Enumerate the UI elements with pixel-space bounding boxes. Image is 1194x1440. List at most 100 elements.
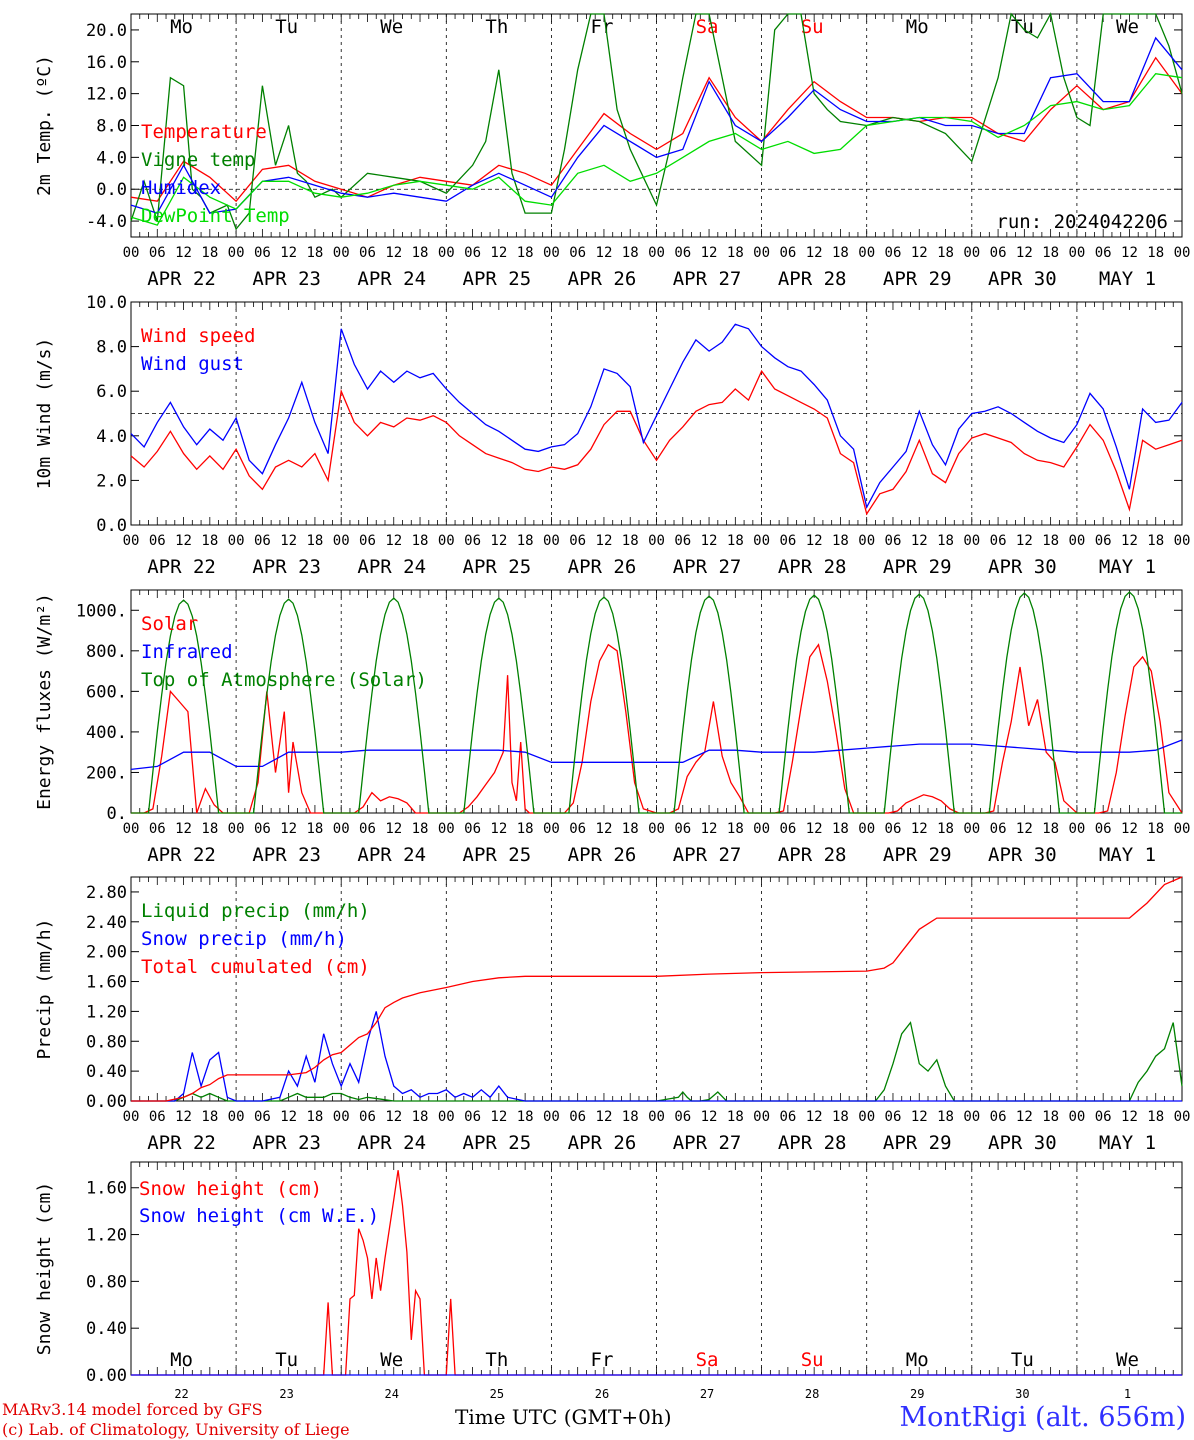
weekday-label: Th [485, 1349, 508, 1371]
y-tick-label: 0.00 [86, 1366, 127, 1386]
hour-tick-label: 18 [727, 245, 744, 261]
date-label: APR 29 [883, 556, 952, 578]
date-label: APR 23 [252, 556, 321, 578]
legend-entry: Snow height (cm) [139, 1178, 322, 1200]
hour-tick-label: 12 [1121, 821, 1138, 837]
time-axis-label: Time UTC (GMT+0h) [455, 1405, 672, 1429]
y-tick-label: 1.20 [86, 1002, 127, 1022]
hour-tick-label: 06 [149, 533, 166, 549]
date-label: MAY 1 [1099, 844, 1156, 866]
hour-tick-label: 06 [674, 245, 691, 261]
legend-entry: Infrared [141, 641, 233, 663]
hour-tick-label: 00 [753, 245, 770, 261]
date-label: APR 23 [252, 1132, 321, 1154]
date-label: MAY 1 [1099, 556, 1156, 578]
date-label: APR 28 [778, 844, 847, 866]
y-tick-label: 4.0 [96, 148, 127, 168]
weekday-label: Sa [696, 1349, 719, 1371]
y-tick-label: 2.80 [86, 883, 127, 903]
hour-tick-label: 06 [779, 245, 796, 261]
hour-tick-label: 06 [779, 821, 796, 837]
hour-tick-label: 00 [543, 533, 560, 549]
weekday-label: Th [485, 16, 508, 38]
y-tick-label: 12.0 [86, 85, 127, 105]
legend-entry: Solar [141, 613, 198, 635]
legend-entry: Wind speed [141, 325, 255, 347]
hour-tick-label: 00 [123, 1109, 140, 1125]
hour-tick-label: 00 [123, 245, 140, 261]
legend-entry: Vigne temp [141, 149, 255, 171]
hour-tick-label: 06 [885, 1109, 902, 1125]
hour-tick-label: 18 [1147, 533, 1164, 549]
legend-entry: Liquid precip (mm/h) [141, 900, 370, 922]
series-line-vigne-temp [130, 12, 1183, 231]
hour-tick-label: 00 [858, 821, 875, 837]
date-label: APR 29 [883, 844, 952, 866]
hour-tick-label: 18 [622, 245, 639, 261]
hour-tick-label: 12 [1016, 533, 1033, 549]
hour-tick-label: 12 [596, 245, 613, 261]
legend-entry: Wind gust [141, 353, 244, 375]
hour-tick-label: 06 [254, 533, 271, 549]
hour-tick-label: 06 [359, 245, 376, 261]
hour-tick-label: 00 [228, 533, 245, 549]
hour-tick-label: 06 [1095, 1109, 1112, 1125]
y-tick-label: 0.80 [86, 1272, 127, 1292]
hour-tick-label: 12 [806, 1109, 823, 1125]
date-label: APR 25 [463, 556, 532, 578]
hour-tick-label: 18 [201, 1109, 218, 1125]
hour-tick-label: 00 [228, 1109, 245, 1125]
date-label: APR 30 [988, 268, 1057, 290]
series-line-wind-gust [130, 323, 1183, 510]
y-tick-label: 8.0 [96, 338, 127, 358]
day-number-label: 30 [1015, 1387, 1029, 1401]
hour-tick-label: 06 [1095, 245, 1112, 261]
legend-entry: Humidex [141, 177, 221, 199]
hour-tick-label: 18 [727, 821, 744, 837]
hour-tick-label: 12 [175, 245, 192, 261]
hour-tick-label: 18 [201, 533, 218, 549]
hour-tick-label: 18 [306, 245, 323, 261]
hour-tick-label: 06 [359, 1109, 376, 1125]
hour-tick-label: 18 [1147, 245, 1164, 261]
y-tick-label: 1.20 [86, 1226, 127, 1246]
hour-tick-label: 06 [254, 821, 271, 837]
series-line-top-of-atmosphere-solar [131, 591, 1182, 814]
hour-tick-label: 00 [648, 245, 665, 261]
hour-tick-label: 12 [175, 1109, 192, 1125]
hour-tick-label: 06 [464, 1109, 481, 1125]
y-tick-label: 0.80 [86, 1032, 127, 1052]
weekday-label: We [1116, 1349, 1139, 1371]
hour-tick-label: 12 [701, 1109, 718, 1125]
y-tick-label: 0.40 [86, 1319, 127, 1339]
date-label: APR 29 [883, 268, 952, 290]
hour-tick-label: 12 [596, 821, 613, 837]
hour-tick-label: 00 [438, 1109, 455, 1125]
hour-tick-label: 00 [858, 533, 875, 549]
hour-tick-label: 00 [753, 821, 770, 837]
station-label: MontRigi (alt. 656m) [899, 1402, 1186, 1433]
hour-tick-label: 06 [149, 1109, 166, 1125]
hour-tick-label: 12 [596, 1109, 613, 1125]
hour-tick-label: 00 [753, 533, 770, 549]
y-axis-label: Energy fluxes (W/m²) [34, 593, 55, 810]
hour-tick-label: 18 [622, 821, 639, 837]
hour-tick-label: 00 [333, 533, 350, 549]
hour-tick-label: 00 [1174, 821, 1191, 837]
hour-tick-label: 00 [1068, 245, 1085, 261]
hour-tick-label: 06 [779, 1109, 796, 1125]
hour-tick-label: 18 [412, 245, 429, 261]
weekday-label: Fr [591, 16, 614, 38]
date-label: APR 25 [463, 1132, 532, 1154]
day-number-label: 27 [700, 1387, 714, 1401]
hour-tick-label: 06 [569, 245, 586, 261]
date-label: APR 27 [673, 1132, 742, 1154]
y-tick-label: 2.40 [86, 913, 127, 933]
weekday-label: Su [801, 16, 824, 38]
hour-tick-label: 12 [911, 1109, 928, 1125]
day-number-label: 29 [910, 1387, 924, 1401]
date-label: APR 30 [988, 844, 1057, 866]
y-tick-label: 20.0 [86, 21, 127, 41]
hour-tick-label: 12 [596, 533, 613, 549]
